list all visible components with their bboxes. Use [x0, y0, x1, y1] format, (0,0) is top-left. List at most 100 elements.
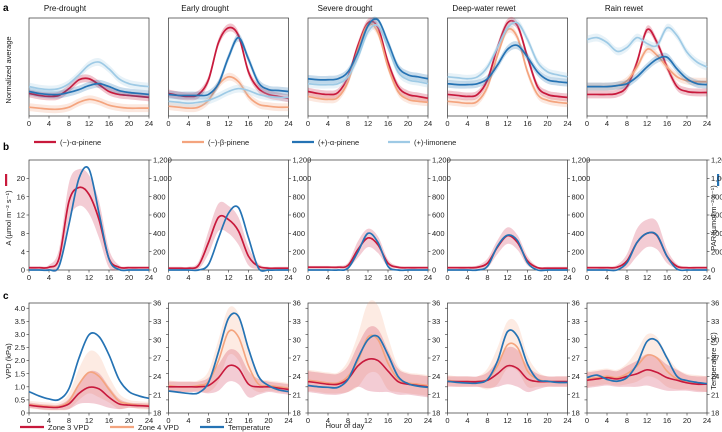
y-tick-label: 20	[17, 174, 25, 183]
y-tick-label: 0	[21, 409, 25, 418]
y2-tick-label: 400	[432, 229, 445, 238]
y-tick-label: 1.5	[15, 369, 25, 378]
x-tick-label: 0	[445, 416, 449, 425]
x-tick-label: 8	[346, 416, 350, 425]
x-tick-label: 4	[326, 416, 330, 425]
row-c-y2label: Temperature (°C)	[709, 332, 718, 390]
legend-a: (−)-α-pinene (−)-β-pinene (+)-α-pinene (…	[34, 138, 456, 147]
y2-tick-label: 200	[293, 247, 306, 256]
line-pinene	[447, 44, 568, 86]
y-tick-label: 12	[17, 211, 25, 220]
band-pinene	[587, 25, 707, 99]
y2-tick-label: 200	[572, 247, 585, 256]
x-tick-label: 16	[244, 416, 252, 425]
y2-tick-label: 36	[432, 299, 440, 308]
y2-tick-label: 24	[293, 372, 301, 381]
y2-tick-label: 33	[153, 317, 161, 326]
y2-tick-label: 36	[293, 299, 301, 308]
y2-tick-label: 400	[572, 229, 585, 238]
legend-label-neg-alpha-pinene: (−)-α-pinene	[60, 138, 101, 147]
y2-tick-label: 1,200	[711, 156, 722, 165]
line-pinene	[307, 23, 429, 104]
panel-label-c: c	[3, 291, 9, 302]
x-tick-label: 4	[326, 273, 330, 282]
legend-label-zone4-vpd: Zone 4 VPD	[138, 423, 179, 432]
x-tick-label: 0	[306, 416, 310, 425]
line-limonene	[447, 21, 568, 80]
line-limonene	[28, 61, 150, 91]
x-tick-label: 12	[85, 119, 93, 128]
x-tick-label: 4	[326, 119, 330, 128]
line-temperature	[586, 337, 708, 385]
x-tick-label: 24	[424, 273, 432, 282]
x-tick-label: 4	[465, 119, 469, 128]
x-tick-label: 20	[543, 273, 551, 282]
band-zone4-vpd	[308, 300, 428, 396]
band-zone4-vpd	[29, 350, 149, 411]
x-tick-label: 20	[683, 416, 691, 425]
band-zone4-vpd	[168, 306, 289, 394]
x-tick-label: 20	[125, 273, 133, 282]
y2-tick-label: 600	[711, 211, 722, 220]
x-tick-label: 12	[85, 273, 93, 282]
line-pinene	[168, 75, 289, 110]
x-tick-label: 16	[384, 119, 392, 128]
x-tick-label: 16	[105, 119, 113, 128]
y2-tick-label: 800	[293, 192, 306, 201]
band-pinene	[308, 19, 428, 107]
band-assimilation	[29, 168, 149, 272]
subplot-a-pre-drought: 0 4 8 12 16 20 24	[27, 17, 153, 128]
y2-tick-label: 18	[293, 409, 301, 418]
x-tick-label: 16	[105, 416, 113, 425]
y2-tick-label: 24	[711, 372, 719, 381]
y2-tick-label: 21	[153, 390, 161, 399]
line-temperature	[168, 312, 289, 395]
y2-tick-label: 0	[432, 266, 436, 275]
y2-tick-label: 33	[572, 317, 580, 326]
x-tick-label: 8	[485, 119, 489, 128]
x-tick-label: 4	[605, 119, 609, 128]
subplot-a-severe-drought: 0 4 8 12 16 20 24	[306, 16, 432, 128]
band-limonene	[447, 18, 568, 83]
subplot-title-pre-drought: Pre-drought	[44, 4, 87, 13]
line-par	[29, 166, 149, 272]
band-assimilation	[447, 227, 568, 270]
row-b-y2label: PAR (µmol m⁻² s⁻¹)	[709, 185, 718, 251]
line-pinene	[307, 18, 429, 81]
x-tick-label: 8	[625, 119, 629, 128]
x-tick-label: 24	[703, 416, 711, 425]
line-temperature	[307, 334, 429, 389]
x-tick-label: 16	[663, 416, 671, 425]
subplot-a-early-drought: 0 4 8 12 16 20 24	[166, 17, 293, 128]
y2-tick-label: 600	[153, 211, 166, 220]
x-tick-label: 24	[703, 119, 711, 128]
subplot-b-pre-drought: 0 4 8 12 16 20 2404812162002004006008001,0001,…	[17, 156, 172, 282]
y2-tick-label: 1,000	[153, 174, 172, 183]
line-temperature	[447, 329, 568, 385]
x-tick-label: 4	[605, 273, 609, 282]
y2-tick-label: 18	[572, 409, 580, 418]
x-tick-label: 16	[523, 273, 531, 282]
row-b-right-axis-color-key	[717, 174, 720, 186]
legend-label-zone3-vpd: Zone 3 VPD	[48, 423, 89, 432]
x-tick-label: 16	[663, 119, 671, 128]
line-zone3-vpd	[168, 364, 289, 391]
x-tick-label: 20	[125, 119, 133, 128]
y2-tick-label: 800	[711, 192, 722, 201]
x-tick-label: 16	[663, 273, 671, 282]
x-tick-label: 8	[485, 273, 489, 282]
x-tick-label: 4	[47, 119, 51, 128]
y2-tick-label: 200	[153, 247, 166, 256]
y2-tick-label: 21	[293, 390, 301, 399]
x-tick-label: 0	[306, 119, 310, 128]
axes-frame	[307, 159, 429, 271]
row-a-ylabel: Normalized average	[4, 36, 13, 103]
x-tick-label: 0	[306, 273, 310, 282]
line-zone3-vpd	[28, 386, 150, 409]
y2-tick-label: 27	[711, 354, 719, 363]
x-tick-label: 24	[145, 416, 153, 425]
y2-tick-label: 400	[711, 229, 722, 238]
x-tick-label: 4	[186, 273, 190, 282]
